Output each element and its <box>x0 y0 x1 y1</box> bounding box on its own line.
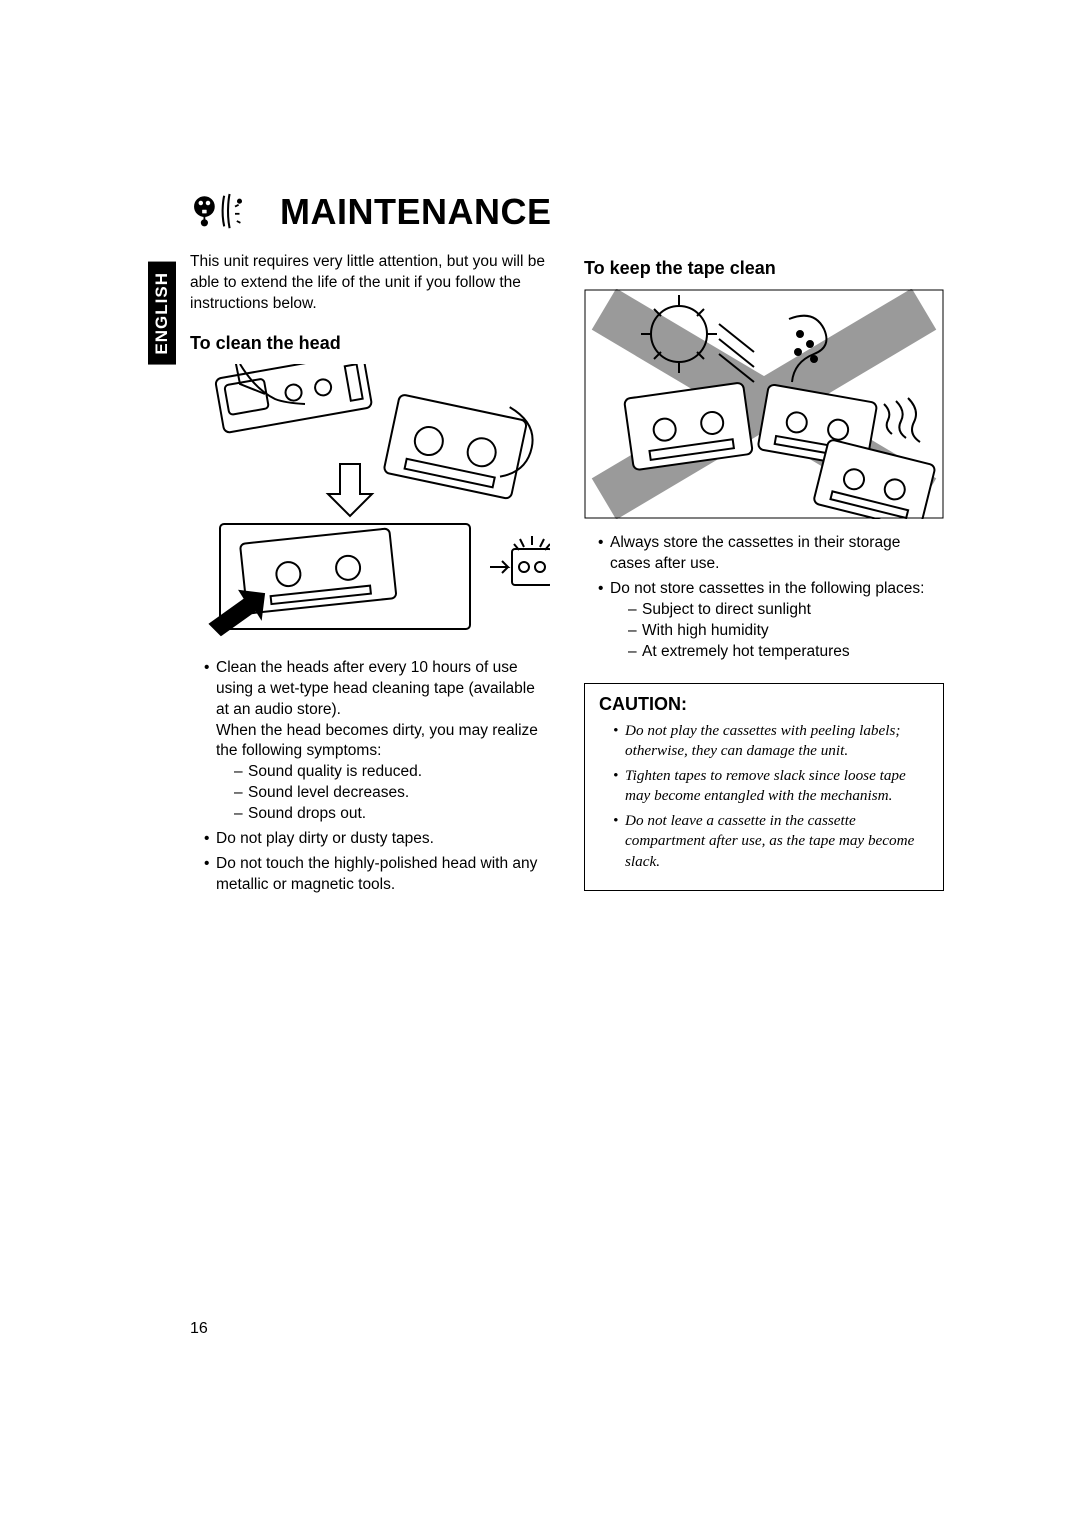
keep-tape-bullets: Always store the cassettes in their stor… <box>584 533 944 663</box>
clean-head-b3: Do not touch the highly-polished head wi… <box>204 854 550 896</box>
caution-item-2: Tighten tapes to remove slack since loos… <box>613 766 929 807</box>
keep-tape-illustration <box>584 289 944 519</box>
caution-box: CAUTION: Do not play the cassettes with … <box>584 683 944 892</box>
left-column: This unit requires very little attention… <box>190 252 550 900</box>
page-title: MAINTENANCE <box>280 191 552 233</box>
intro-text: This unit requires very little attention… <box>190 252 550 315</box>
keep-tape-b2: Do not store cassettes in the following … <box>610 580 924 597</box>
clean-head-b1-l2: When the head becomes dirty, you may rea… <box>216 721 550 763</box>
clean-head-illustration <box>190 364 550 644</box>
place-3: At extremely hot temperatures <box>628 642 944 663</box>
caution-item-1: Do not play the cassettes with peeling l… <box>613 721 929 762</box>
symptom-3: Sound drops out. <box>234 804 550 825</box>
clean-head-bullets: Clean the heads after every 10 hours of … <box>190 658 550 896</box>
place-2: With high humidity <box>628 621 944 642</box>
page-number: 16 <box>190 1320 208 1338</box>
right-column: To keep the tape clean <box>584 252 944 900</box>
keep-tape-b1: Always store the cassettes in their stor… <box>598 533 944 575</box>
caution-item-3: Do not leave a cassette in the cassette … <box>613 811 929 873</box>
place-1: Subject to direct sunlight <box>628 600 944 621</box>
clean-head-b2: Do not play dirty or dusty tapes. <box>204 829 550 850</box>
keep-tape-header: To keep the tape clean <box>584 258 944 279</box>
language-tab: ENGLISH <box>148 262 176 365</box>
caution-title: CAUTION: <box>599 694 929 715</box>
symptom-1: Sound quality is reduced. <box>234 762 550 783</box>
clean-head-header: To clean the head <box>190 333 550 354</box>
clean-head-b1-l1: Clean the heads after every 10 hours of … <box>216 659 535 718</box>
symptom-2: Sound level decreases. <box>234 783 550 804</box>
maintenance-icon <box>190 190 262 234</box>
